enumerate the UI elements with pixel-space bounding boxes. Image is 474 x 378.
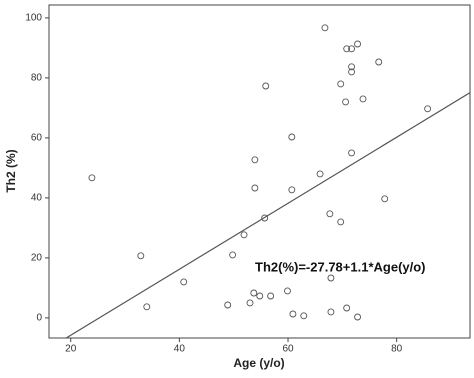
point (229, 251, 237, 259)
point (251, 184, 259, 192)
point (261, 214, 269, 222)
point (354, 313, 362, 321)
y-tick-label: 100 (25, 13, 42, 24)
point (321, 24, 329, 32)
x-tick-label: 20 (65, 344, 77, 355)
point (381, 195, 389, 203)
point (143, 303, 151, 311)
point (300, 312, 308, 320)
y-tick-label: 40 (31, 193, 43, 204)
point (326, 210, 334, 218)
point (375, 58, 383, 66)
point (348, 149, 356, 157)
point (348, 68, 356, 76)
point (343, 304, 351, 312)
point (288, 186, 296, 194)
point (224, 301, 232, 309)
fit-line (65, 92, 470, 338)
point (337, 80, 345, 88)
point (180, 278, 188, 286)
plot-area (48, 4, 471, 339)
annotation: Th2(%)=-27.78+1.1*Age(y/o) (255, 259, 426, 274)
point (240, 231, 248, 239)
point (348, 45, 356, 53)
x-axis-label: Age (y/o) (233, 356, 284, 370)
y-tick-label: 60 (31, 133, 43, 144)
point (343, 45, 351, 53)
point (424, 105, 432, 113)
point (337, 218, 345, 226)
point (316, 170, 324, 178)
point (88, 174, 96, 182)
point (327, 274, 335, 282)
y-axis-label: Th2 (%) (4, 149, 18, 192)
point (246, 299, 254, 307)
point (327, 308, 335, 316)
point (288, 133, 296, 141)
point (137, 252, 145, 260)
point (289, 310, 297, 318)
point (359, 95, 367, 103)
point (256, 292, 264, 300)
y-tick-label: 0 (36, 313, 42, 324)
point (251, 156, 259, 164)
point (348, 63, 356, 71)
x-tick-label: 80 (391, 344, 403, 355)
point (262, 82, 270, 90)
y-tick-label: 20 (31, 253, 43, 264)
x-tick-label: 60 (282, 344, 294, 355)
point (267, 292, 275, 300)
x-tick-label: 40 (174, 344, 186, 355)
y-tick-label: 80 (31, 73, 43, 84)
point (250, 289, 258, 297)
point (354, 40, 362, 48)
point (284, 287, 291, 295)
point (342, 98, 350, 106)
